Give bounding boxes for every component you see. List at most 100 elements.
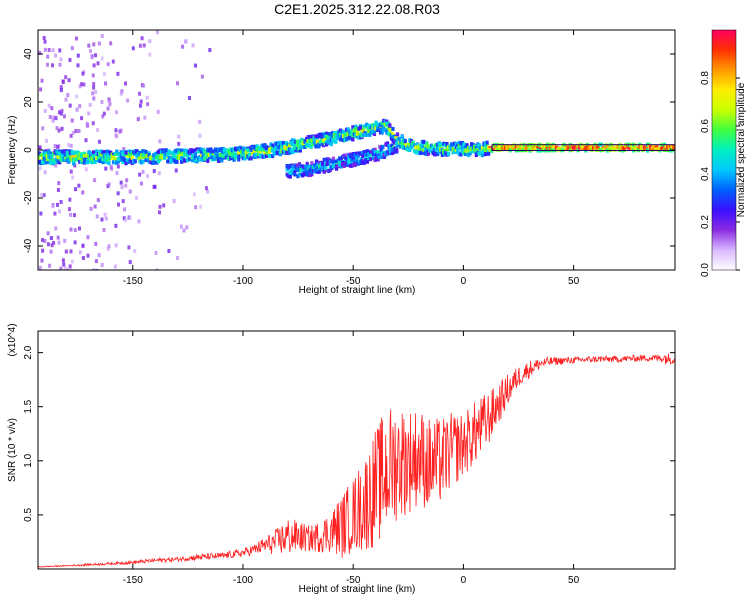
heat-cell bbox=[104, 81, 108, 86]
heat-cell bbox=[463, 145, 468, 150]
heat-cell bbox=[155, 268, 159, 270]
colorbar-tick-label: 0.2 bbox=[700, 215, 711, 229]
heat-cell bbox=[100, 33, 104, 38]
heat-cell bbox=[138, 91, 142, 96]
heat-cell bbox=[70, 259, 74, 264]
heat-cell bbox=[252, 149, 256, 154]
heat-cell bbox=[116, 164, 120, 169]
heat-cell bbox=[107, 244, 111, 249]
heat-cell bbox=[106, 62, 110, 67]
heat-cell bbox=[373, 147, 377, 152]
heat-cell bbox=[232, 157, 236, 162]
heat-cell bbox=[96, 198, 100, 203]
heat-cell bbox=[293, 172, 297, 177]
heat-cell bbox=[91, 91, 95, 96]
heat-cell bbox=[335, 132, 340, 137]
heat-cell bbox=[206, 158, 210, 163]
heat-cell bbox=[68, 264, 72, 269]
heat-cell bbox=[42, 35, 46, 40]
heat-cell bbox=[258, 150, 262, 155]
heat-cell bbox=[75, 107, 79, 112]
heat-cell bbox=[116, 191, 120, 196]
heat-cell bbox=[58, 48, 62, 53]
heat-cell bbox=[347, 156, 351, 161]
heat-cell bbox=[204, 186, 208, 191]
heat-cell bbox=[123, 207, 127, 212]
heat-cell bbox=[103, 72, 107, 77]
heat-cell bbox=[390, 143, 394, 148]
heat-cell bbox=[45, 138, 49, 143]
heat-cell bbox=[56, 157, 60, 162]
heat-cell bbox=[334, 139, 338, 144]
heat-cell bbox=[95, 214, 99, 219]
heat-cell bbox=[331, 156, 336, 161]
heat-cell bbox=[192, 192, 196, 197]
heat-cell bbox=[62, 262, 66, 267]
heat-cell bbox=[113, 157, 117, 162]
heat-cell bbox=[68, 197, 72, 202]
heat-cell bbox=[166, 152, 170, 157]
heat-cell bbox=[52, 115, 56, 120]
heat-cell bbox=[59, 111, 63, 116]
heat-cell bbox=[125, 178, 129, 183]
heat-cell bbox=[39, 211, 43, 216]
x-tick-label: 0 bbox=[461, 575, 467, 586]
heat-cell bbox=[267, 153, 272, 158]
heat-cell bbox=[136, 153, 140, 158]
heat-cell bbox=[350, 157, 354, 162]
heat-cell bbox=[91, 73, 95, 78]
heat-cell bbox=[403, 139, 407, 144]
heat-cell bbox=[81, 71, 85, 76]
heat-cell bbox=[88, 49, 92, 54]
heat-cell bbox=[101, 114, 105, 119]
heat-cell bbox=[354, 126, 358, 131]
heat-cell bbox=[362, 128, 366, 133]
heat-cell bbox=[142, 83, 146, 88]
heat-cell bbox=[137, 219, 141, 224]
heat-cell bbox=[40, 193, 44, 198]
heat-cell bbox=[391, 134, 395, 139]
spectrogram-x-label: Height of straight line (km) bbox=[299, 285, 416, 296]
heat-cell bbox=[152, 160, 156, 165]
heat-cell bbox=[408, 147, 412, 152]
heat-cell bbox=[368, 157, 373, 162]
heat-cell bbox=[178, 150, 182, 155]
heat-cell bbox=[349, 129, 353, 134]
heat-cell bbox=[291, 150, 295, 155]
heat-cell bbox=[179, 148, 184, 153]
heat-cell bbox=[82, 82, 86, 87]
heat-cell bbox=[541, 143, 545, 148]
snr-x-ticks: -150 -100 -50 0 50 bbox=[123, 331, 580, 586]
y-tick-label: 40 bbox=[23, 48, 34, 60]
heat-cell bbox=[176, 255, 180, 260]
heat-cell bbox=[70, 46, 74, 51]
heat-cell bbox=[99, 155, 103, 160]
heat-cell bbox=[90, 155, 94, 160]
heat-cell bbox=[46, 242, 50, 247]
heat-cell bbox=[68, 58, 72, 63]
heat-cell bbox=[138, 43, 142, 48]
heat-cell bbox=[644, 146, 648, 151]
heat-cell bbox=[309, 144, 313, 149]
heat-cell bbox=[88, 102, 92, 107]
heat-cell bbox=[115, 170, 119, 175]
heat-cell bbox=[89, 206, 93, 211]
heat-cell bbox=[138, 150, 142, 155]
heat-cell bbox=[345, 162, 349, 167]
heat-cell bbox=[122, 147, 126, 152]
heat-cell bbox=[414, 150, 418, 155]
heat-cell bbox=[94, 259, 98, 264]
heat-cell bbox=[59, 266, 63, 270]
heat-cell bbox=[325, 131, 329, 136]
heat-cell bbox=[121, 199, 125, 204]
heat-cell bbox=[97, 253, 101, 258]
heat-cell bbox=[425, 142, 429, 147]
heat-cell bbox=[100, 100, 104, 105]
heat-cell bbox=[237, 157, 241, 162]
heat-cell bbox=[77, 226, 81, 231]
heat-cell bbox=[420, 142, 424, 147]
heat-cell bbox=[152, 157, 156, 162]
heat-cell bbox=[98, 159, 102, 164]
heat-cell bbox=[135, 149, 139, 154]
heat-cell bbox=[221, 153, 225, 158]
